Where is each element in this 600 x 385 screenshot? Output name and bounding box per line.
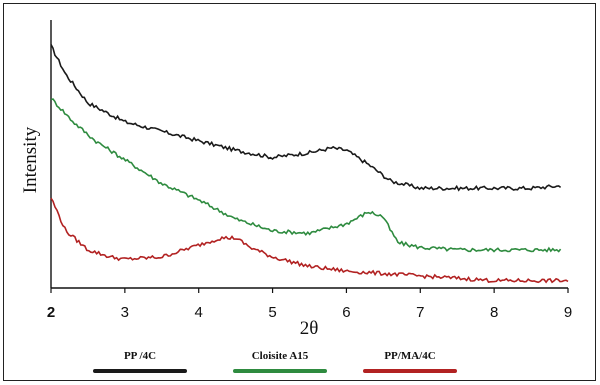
x-tick-label: 2	[47, 304, 55, 321]
x-tick-label: 5	[268, 304, 276, 321]
x-tick-layer: 2 3 4 5 6 7 8 9	[47, 288, 572, 321]
x-tick-label: 7	[416, 304, 424, 321]
plot-background	[51, 20, 568, 288]
x-tick-label: 9	[564, 304, 572, 321]
legend-label-1: PP /4C	[124, 350, 156, 362]
x-tick-label: 8	[490, 304, 498, 321]
plot-area	[51, 20, 568, 288]
series-line-2	[50, 98, 562, 253]
legend-label-2: Cloisite A15	[252, 350, 309, 362]
x-tick-label: 3	[121, 304, 129, 321]
y-axis-title: Intensity	[20, 126, 41, 193]
series-line-1	[50, 44, 562, 192]
x-tick-label: 6	[342, 304, 350, 321]
series-layer	[50, 44, 569, 284]
x-tick-label: 4	[195, 304, 203, 321]
legend: PP /4C Cloisite A15 PP/MA/4C	[93, 350, 457, 373]
figure-frame	[3, 3, 596, 381]
legend-label-3: PP/MA/4C	[384, 350, 435, 362]
series-line-3	[50, 197, 569, 284]
x-axis-title: 2θ	[300, 318, 319, 339]
